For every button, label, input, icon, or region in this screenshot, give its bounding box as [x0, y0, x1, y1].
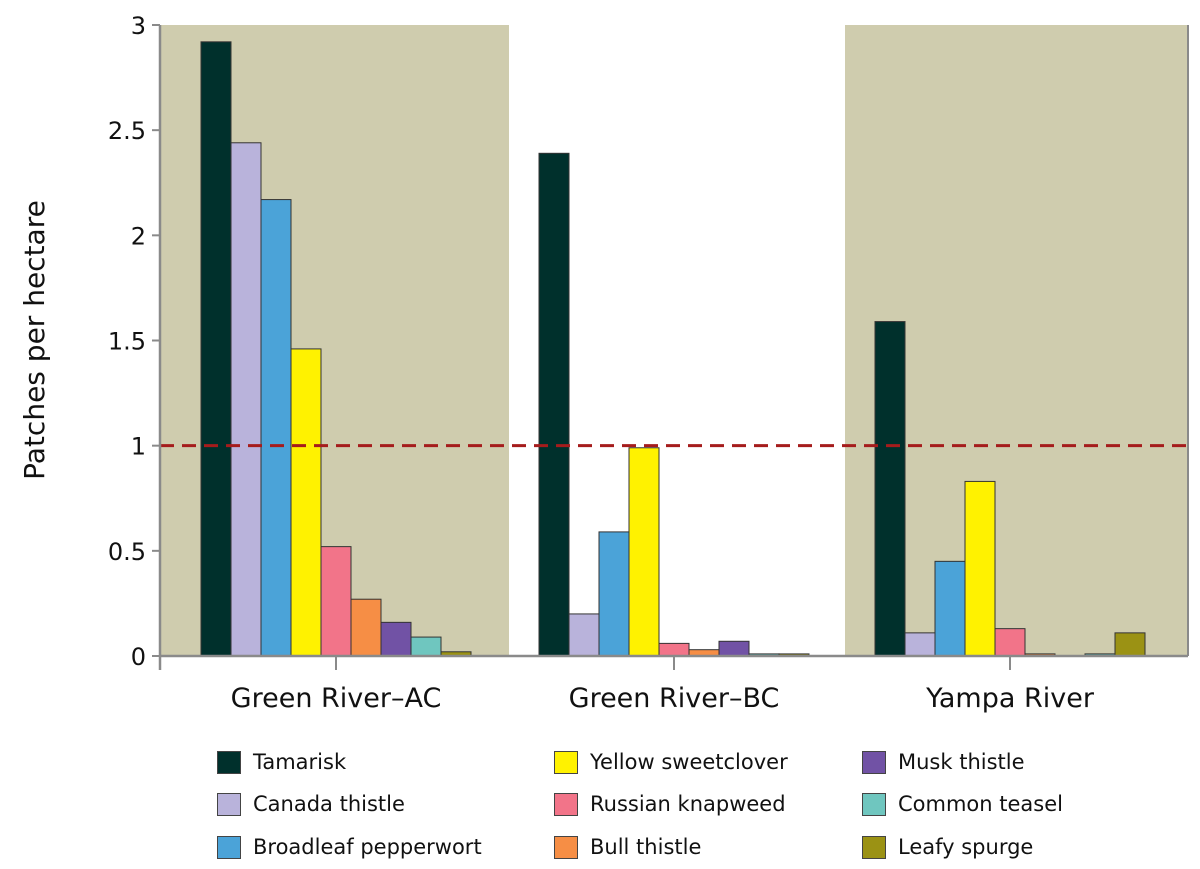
bar-yellow-sweetclover: [964, 480, 996, 657]
y-tick-label: 2: [131, 222, 146, 250]
bar-russian-knapweed: [658, 642, 690, 657]
legend-label: Tamarisk: [253, 750, 347, 774]
legend-label: Leafy spurge: [898, 835, 1034, 859]
bar-common-teasel: [410, 636, 442, 657]
bar-canada-thistle: [904, 632, 936, 657]
legend-item: Yellow sweetclover: [554, 750, 788, 774]
y-tick-label: 0: [131, 643, 146, 671]
legend-item: Canada thistle: [217, 792, 405, 816]
y-tick-label: 3: [131, 12, 146, 40]
bar-tamarisk: [874, 321, 906, 657]
bar-broadleaf-pepperwort: [598, 531, 630, 657]
legend-label: Russian knapweed: [590, 792, 786, 816]
y-tick-label: 1: [131, 433, 146, 461]
legend-label: Musk thistle: [898, 750, 1025, 774]
legend-label: Canada thistle: [253, 792, 405, 816]
legend-item: Common teasel: [862, 792, 1063, 816]
legend-item: Tamarisk: [217, 750, 346, 774]
legend-swatch: [862, 750, 886, 774]
legend-label: Yellow sweetclover: [590, 750, 788, 774]
legend-label: Bull thistle: [590, 835, 702, 859]
legend-swatch: [554, 835, 578, 859]
y-tick-label: 1.5: [108, 328, 146, 356]
bar-canada-thistle: [568, 613, 600, 657]
x-tick-label: Green River–BC: [569, 683, 780, 714]
legend-label: Common teasel: [898, 792, 1063, 816]
bar-leafy-spurge: [1114, 632, 1146, 657]
legend-swatch: [554, 750, 578, 774]
legend-swatch: [862, 792, 886, 816]
legend-item: Broadleaf pepperwort: [217, 835, 482, 859]
bar-canada-thistle: [230, 142, 262, 657]
legend-item: Bull thistle: [554, 835, 701, 859]
bar-broadleaf-pepperwort: [934, 560, 966, 657]
y-tick-label: 0.5: [108, 538, 146, 566]
bar-russian-knapweed: [320, 546, 352, 657]
legend-swatch: [862, 835, 886, 859]
bar-yellow-sweetclover: [290, 348, 322, 657]
legend-item: Leafy spurge: [862, 835, 1033, 859]
x-tick-label: Green River–AC: [231, 683, 442, 714]
legend-swatch: [217, 835, 241, 859]
legend-item: Russian knapweed: [554, 792, 786, 816]
bar-bull-thistle: [350, 598, 382, 657]
legend-swatch: [217, 792, 241, 816]
y-axis-label: Patches per hectare: [18, 200, 51, 480]
legend-label: Broadleaf pepperwort: [253, 835, 482, 859]
bar-tamarisk: [200, 41, 232, 657]
bar-tamarisk: [538, 152, 570, 657]
bar-musk-thistle: [718, 640, 750, 657]
legend-swatch: [554, 792, 578, 816]
legend-swatch: [217, 750, 241, 774]
bar-yellow-sweetclover: [628, 447, 660, 657]
bar-broadleaf-pepperwort: [260, 199, 292, 657]
y-tick-label: 2.5: [108, 117, 146, 145]
legend-item: Musk thistle: [862, 750, 1025, 774]
x-tick-label: Yampa River: [925, 683, 1095, 714]
bar-russian-knapweed: [994, 628, 1026, 657]
bar-musk-thistle: [380, 621, 412, 657]
